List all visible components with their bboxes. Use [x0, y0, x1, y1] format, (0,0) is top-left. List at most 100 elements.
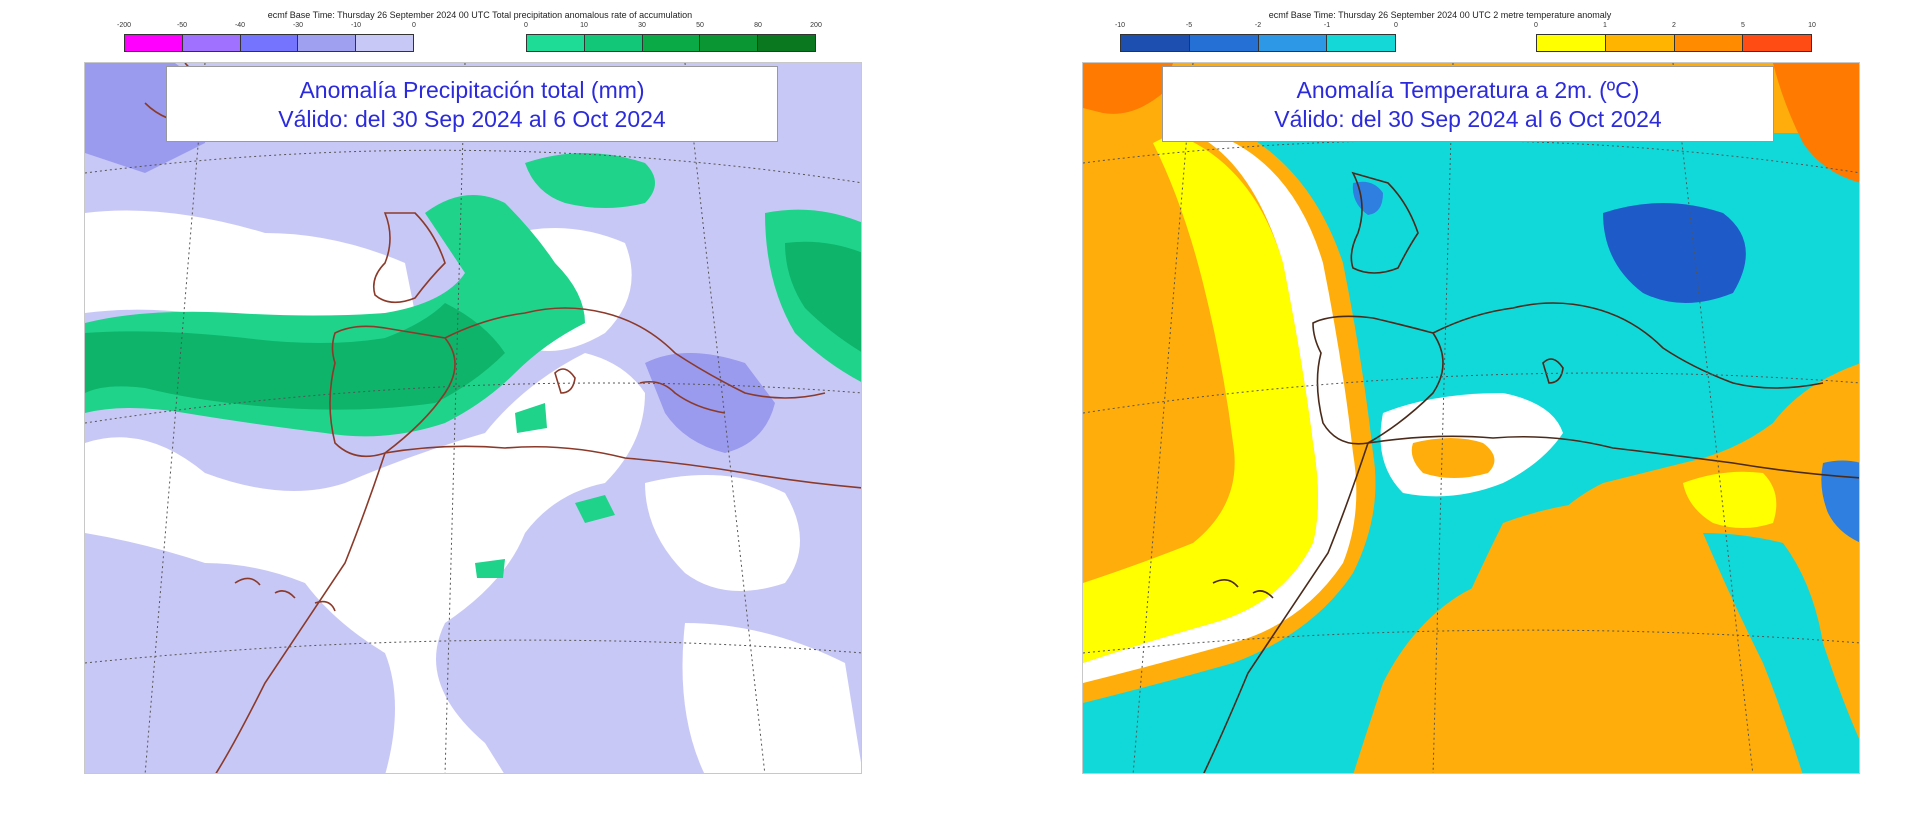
legend-tick: -10: [350, 22, 362, 29]
precip-neutral-area: [85, 210, 415, 323]
legend-tick: 10: [1808, 22, 1816, 29]
legend-swatch: [1537, 35, 1606, 51]
latitude-line: [1083, 372, 1859, 414]
temp-warm3-area: [1083, 63, 1173, 114]
temp-legend-positive-bar: [1536, 34, 1812, 52]
precip-legend-positive-bar: [526, 34, 816, 52]
longitude-line: [144, 63, 206, 773]
precip-neutral-area: [682, 623, 861, 773]
temp-coastlines: [1203, 171, 1859, 773]
temp-warm-area: [1411, 438, 1495, 478]
precip-title-box: Anomalía Precipitación total (mm) Válido…: [166, 66, 778, 142]
latitude-line: [85, 149, 861, 184]
legend-tick: 1: [1603, 22, 1607, 29]
precip-wet-area: [475, 559, 505, 578]
temp-legend-positive: 0 1 2 5 10: [1534, 22, 1816, 56]
precip-legend-positive: 0 10 30 50 80 200: [524, 22, 822, 56]
legend-tick: -200: [116, 22, 132, 29]
temp-legend-negative: -10 -5 -2 -1 0: [1115, 22, 1398, 56]
coastline: [1203, 442, 1369, 773]
temp-validity: Válido: del 30 Sep 2024 al 6 Oct 2024: [1274, 106, 1662, 132]
precip-very-dry-area: [645, 353, 775, 453]
legend-swatch: [240, 35, 299, 51]
precip-legend-negative-bar: [124, 34, 414, 52]
latitude-line: [85, 639, 861, 664]
legend-tick: 5: [1741, 22, 1745, 29]
precip-neutral-area: [85, 353, 645, 773]
precip-map-canvas: [85, 63, 861, 773]
coastline: [234, 577, 336, 612]
coastline: [372, 212, 446, 304]
precip-legend-negative: -200 -50 -40 -30 -10 0: [117, 22, 416, 56]
temp-map: [1082, 62, 1860, 774]
temp-cold2-area: [1821, 460, 1859, 543]
coastline: [1432, 302, 1824, 389]
legend-swatch: [298, 35, 357, 51]
latitude-line: [1083, 629, 1859, 654]
precip-title: Anomalía Precipitación total (mm): [299, 77, 645, 103]
legend-tick: 10: [580, 22, 588, 29]
temp-warm3-area: [1773, 63, 1859, 183]
legend-swatch: [356, 35, 413, 51]
coastline: [444, 307, 826, 399]
precip-very-wet-area: [85, 303, 505, 410]
legend-swatch: [642, 35, 701, 51]
legend-tick: 30: [638, 22, 646, 29]
legend-tick: 80: [754, 22, 762, 29]
longitude-line: [1132, 63, 1194, 773]
precip-wet-area: [515, 403, 547, 433]
coastline: [215, 452, 386, 773]
precip-legend-positive-ticks: 0 10 30 50 80 200: [524, 22, 822, 32]
coastline: [639, 380, 726, 414]
legend-swatch: [1605, 35, 1675, 51]
legend-tick: 50: [696, 22, 704, 29]
latitude-line: [85, 382, 861, 424]
legend-tick: 2: [1672, 22, 1676, 29]
precip-coastlines: [144, 63, 861, 773]
longitude-line: [444, 63, 466, 773]
legend-tick: -30: [292, 22, 304, 29]
legend-swatch: [1121, 35, 1190, 51]
precip-legend-negative-ticks: -200 -50 -40 -30 -10 0: [117, 22, 416, 32]
legend-swatch: [527, 35, 585, 51]
temp-warm1-area: [1683, 471, 1777, 528]
legend-tick: 0: [1534, 22, 1538, 29]
precipitation-anomaly-panel: ecmf Base Time: Thursday 26 September 20…: [84, 10, 862, 774]
coastline: [1350, 171, 1419, 274]
temperature-anomaly-panel: ecmf Base Time: Thursday 26 September 20…: [960, 0, 1920, 816]
legend-tick: 200: [810, 22, 822, 29]
temp-legend-positive-ticks: 0 1 2 5 10: [1534, 22, 1816, 32]
precip-graticule: [85, 63, 861, 773]
temp-title: Anomalía Temperatura a 2m. (ºC): [1296, 77, 1640, 103]
legend-swatch: [1743, 35, 1811, 51]
coastline: [384, 445, 861, 489]
longitude-line: [1432, 63, 1454, 773]
legend-swatch: [1674, 35, 1744, 51]
temp-cold1-area: [1703, 533, 1859, 773]
temp-title-box: Anomalía Temperatura a 2m. (ºC) Válido: …: [1162, 66, 1774, 142]
temp-warm1-band: [1083, 133, 1318, 663]
precip-map: [84, 62, 862, 774]
coastline: [1367, 435, 1859, 479]
temp-legend-negative-bar: [1120, 34, 1396, 52]
legend-tick: 0: [412, 22, 416, 29]
precip-wet-area: [525, 153, 655, 208]
legend-tick: -10: [1114, 22, 1126, 29]
coastline: [1542, 358, 1564, 384]
precip-wet-area: [575, 495, 615, 523]
coastline: [329, 325, 456, 458]
legend-swatch: [125, 35, 183, 51]
legend-tick: -2: [1254, 22, 1262, 29]
legend-swatch: [182, 35, 241, 51]
coastline: [1212, 579, 1274, 599]
precip-very-wet-area: [785, 241, 861, 352]
coastline: [554, 368, 576, 394]
legend-swatch: [758, 35, 815, 51]
precip-header-text: ecmf Base Time: Thursday 26 September 20…: [267, 10, 693, 20]
precip-validity: Válido: del 30 Sep 2024 al 6 Oct 2024: [278, 106, 666, 132]
legend-swatch: [700, 35, 759, 51]
temp-cold2-area: [1352, 181, 1383, 215]
temp-warm-area: [1403, 500, 1803, 773]
legend-tick: 0: [524, 22, 528, 29]
coastline: [1312, 315, 1444, 445]
